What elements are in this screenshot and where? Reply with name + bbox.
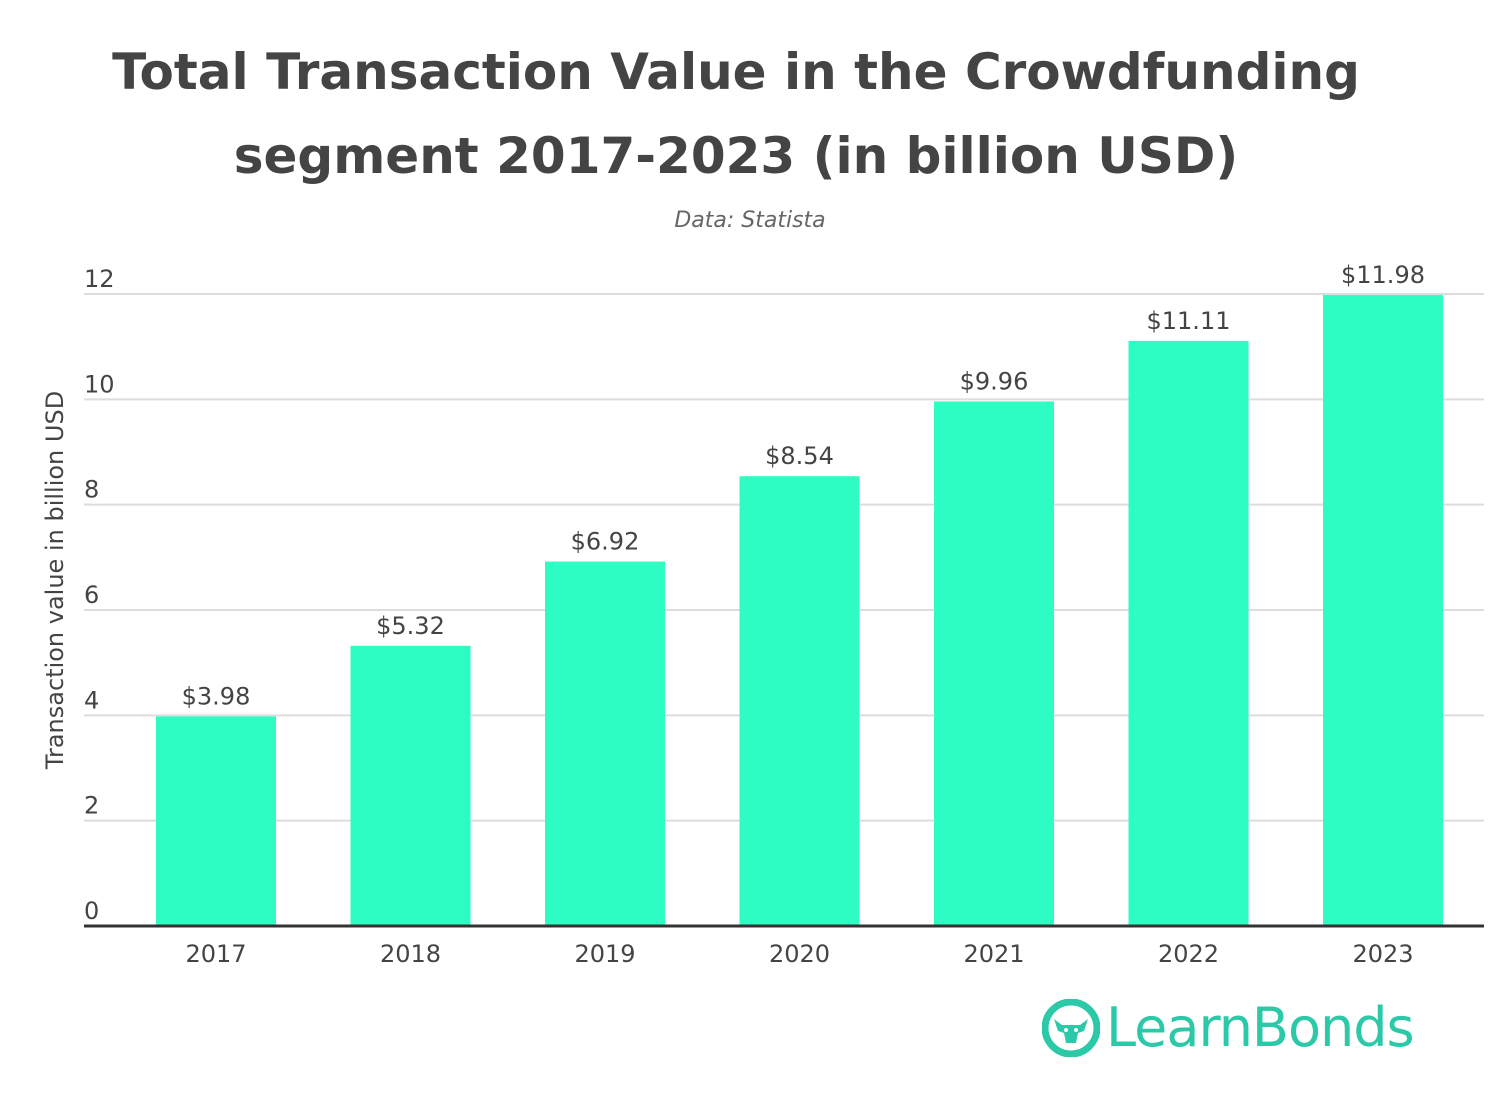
chart-subtitle: Data: Statista bbox=[674, 208, 826, 233]
bar-chart: 0 2 4 6 8 10 12 Transaction value in billion US… bbox=[41, 261, 1484, 968]
x-tick-label: 2019 bbox=[574, 940, 635, 968]
x-tick-label: 2022 bbox=[1158, 940, 1219, 968]
y-tick-label: 6 bbox=[84, 581, 99, 609]
data-label: $5.32 bbox=[376, 612, 445, 640]
data-label: $3.98 bbox=[182, 682, 251, 710]
bar-2021 bbox=[934, 401, 1054, 926]
y-axis-label: Transaction value in billion USD bbox=[41, 391, 69, 770]
y-tick-label: 4 bbox=[84, 686, 99, 714]
y-tick-label: 12 bbox=[84, 265, 115, 293]
x-tick-label: 2023 bbox=[1352, 940, 1413, 968]
data-label: $9.96 bbox=[960, 367, 1029, 395]
y-tick-label: 0 bbox=[84, 897, 99, 925]
data-label: $11.98 bbox=[1341, 261, 1425, 289]
bar-2020 bbox=[739, 476, 860, 926]
learnbonds-logo: LearnBonds bbox=[1042, 996, 1415, 1060]
data-label: $11.11 bbox=[1147, 307, 1231, 335]
y-tick-label: 10 bbox=[84, 370, 115, 398]
bar-2023 bbox=[1323, 295, 1443, 926]
chart-title: Total Transaction Value in the Crowdfund… bbox=[0, 30, 1472, 198]
learnbonds-logo-text: LearnBonds bbox=[1106, 996, 1415, 1059]
x-tick-label: 2017 bbox=[185, 940, 246, 968]
bar-2022 bbox=[1128, 340, 1249, 927]
chart-title-line-1: Total Transaction Value in the Crowdfund… bbox=[112, 43, 1360, 101]
y-tick-label: 8 bbox=[84, 476, 99, 504]
bar-2018 bbox=[350, 645, 471, 926]
y-tick-label: 2 bbox=[84, 792, 99, 820]
data-label: $8.54 bbox=[765, 442, 834, 470]
x-tick-label: 2020 bbox=[769, 940, 830, 968]
bar-2019 bbox=[545, 561, 665, 926]
chart-title-line-2: segment 2017-2023 (in billion USD) bbox=[233, 127, 1239, 185]
bar-2017 bbox=[156, 716, 276, 926]
learnbonds-bull-icon bbox=[1042, 999, 1100, 1057]
x-tick-label: 2021 bbox=[963, 940, 1024, 968]
x-tick-label: 2018 bbox=[380, 940, 441, 968]
data-label: $6.92 bbox=[571, 528, 640, 556]
